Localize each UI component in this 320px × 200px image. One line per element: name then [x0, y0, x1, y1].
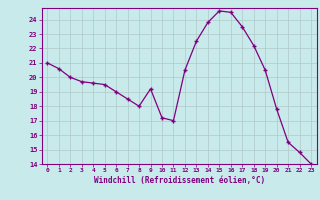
X-axis label: Windchill (Refroidissement éolien,°C): Windchill (Refroidissement éolien,°C): [94, 176, 265, 185]
